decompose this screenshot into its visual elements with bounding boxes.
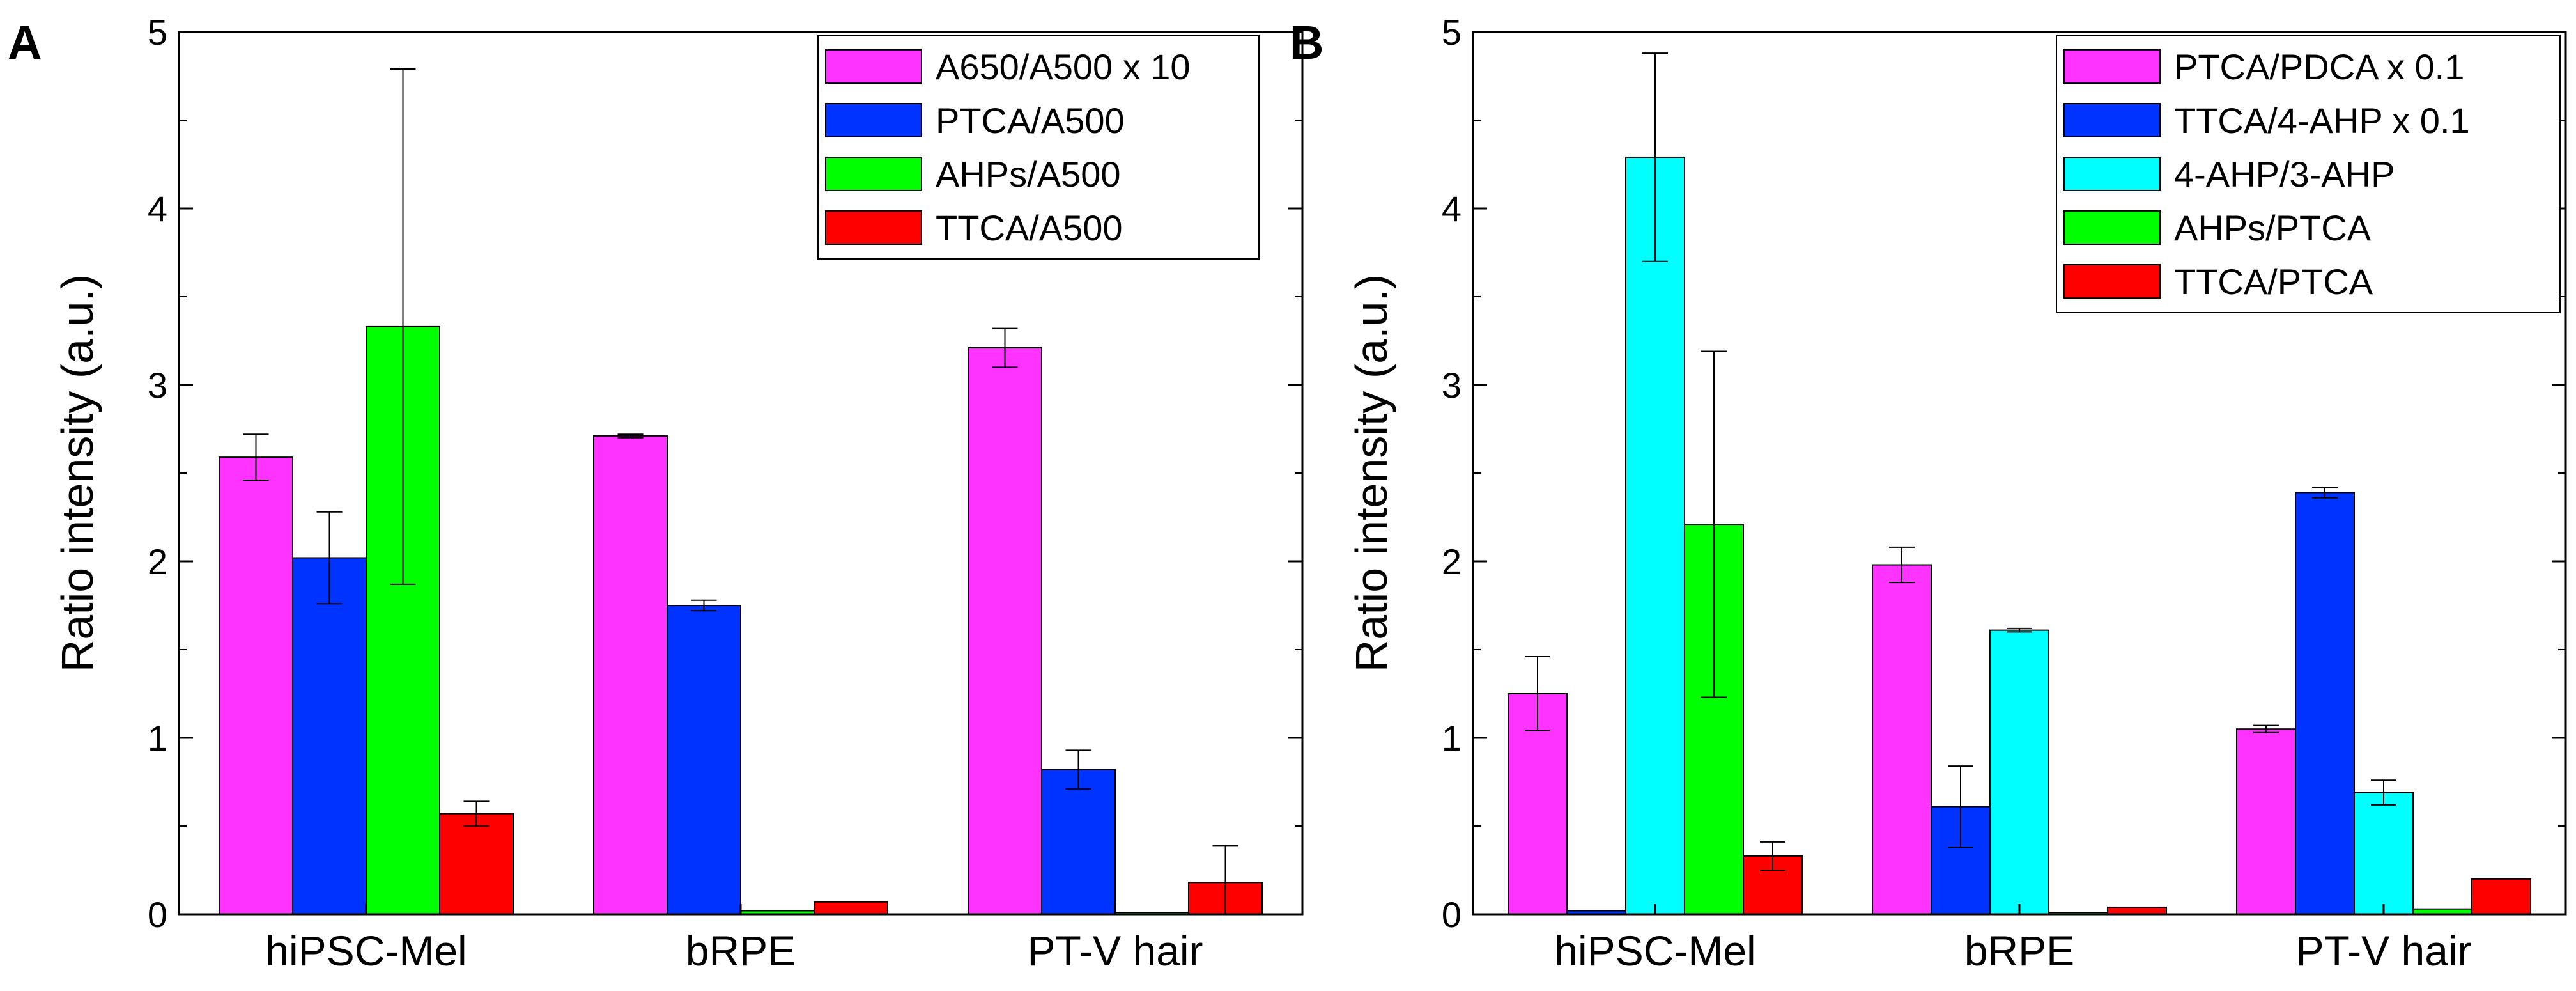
legend-label: 4-AHP/3-AHP xyxy=(2174,154,2395,194)
bar xyxy=(292,557,367,915)
bar xyxy=(1989,629,2049,915)
y-tick-label: 2 xyxy=(1442,542,1462,582)
y-tick-label: 1 xyxy=(148,718,167,758)
bar xyxy=(667,605,741,915)
bar xyxy=(2295,492,2355,915)
bars-group xyxy=(1508,52,2531,916)
bar xyxy=(2107,906,2167,915)
legend: A650/A500 x 10 PTCA/A500 AHPs/A500 TTCA/A50… xyxy=(817,35,1260,260)
bars-group xyxy=(219,68,1263,916)
x-tick-label: bRPE xyxy=(1964,927,2074,974)
bar xyxy=(1872,564,1932,915)
panel-letter: B xyxy=(1290,16,1323,69)
bar xyxy=(439,813,514,916)
legend-label: TTCA/A500 xyxy=(936,208,1123,248)
legend-swatch xyxy=(2063,264,2161,299)
bar xyxy=(2236,728,2296,915)
x-tick-label: hiPSC-Mel xyxy=(1554,927,1755,974)
bar xyxy=(1625,156,1685,916)
y-tick-label: 4 xyxy=(1442,189,1462,229)
y-tick-label: 0 xyxy=(148,894,167,935)
y-tick-label: 5 xyxy=(148,12,167,52)
legend-label: PTCA/PDCA x 0.1 xyxy=(2174,47,2464,87)
x-tick-label: PT-V hair xyxy=(1027,927,1203,974)
x-tick-label: hiPSC-Mel xyxy=(265,927,467,974)
legend-swatch xyxy=(2063,157,2161,191)
y-tick-label: 3 xyxy=(148,365,167,405)
y-tick-label: 1 xyxy=(1442,718,1462,758)
bar xyxy=(593,435,668,915)
legend-swatch xyxy=(825,157,922,191)
legend-swatch xyxy=(825,210,922,245)
legend-swatch xyxy=(825,103,922,137)
y-tick-label: 5 xyxy=(1442,12,1462,52)
bar xyxy=(2471,878,2531,916)
bar xyxy=(1041,769,1116,916)
y-axis-title: Ratio intensity (a.u.) xyxy=(52,274,102,672)
legend-label: TTCA/4-AHP x 0.1 xyxy=(2174,100,2470,141)
bar xyxy=(2354,792,2414,916)
bar xyxy=(219,456,293,915)
legend-label: PTCA/A500 xyxy=(936,100,1125,141)
y-tick-label: 0 xyxy=(1442,894,1462,935)
y-tick-label: 3 xyxy=(1442,365,1462,405)
legend-label: A650/A500 x 10 xyxy=(936,47,1191,87)
legend-label: TTCA/PTCA xyxy=(2174,261,2373,302)
legend-label: AHPs/A500 xyxy=(936,154,1121,194)
x-tick-label: PT-V hair xyxy=(2295,927,2471,974)
bar xyxy=(814,901,888,916)
bar xyxy=(968,347,1042,915)
y-axis-title: Ratio intensity (a.u.) xyxy=(1346,274,1396,672)
legend: PTCA/PDCA x 0.1 TTCA/4-AHP x 0.1 4-AHP/3-A… xyxy=(2056,35,2561,313)
legend-swatch xyxy=(2063,210,2161,245)
panel-letter: A xyxy=(8,16,42,69)
legend-label: AHPs/PTCA xyxy=(2174,208,2372,248)
y-tick-label: 4 xyxy=(148,189,167,229)
legend-swatch xyxy=(2063,103,2161,137)
legend-swatch xyxy=(825,49,922,84)
legend-swatch xyxy=(2063,49,2161,84)
y-tick-label: 2 xyxy=(148,542,167,582)
x-tick-label: bRPE xyxy=(686,927,796,974)
